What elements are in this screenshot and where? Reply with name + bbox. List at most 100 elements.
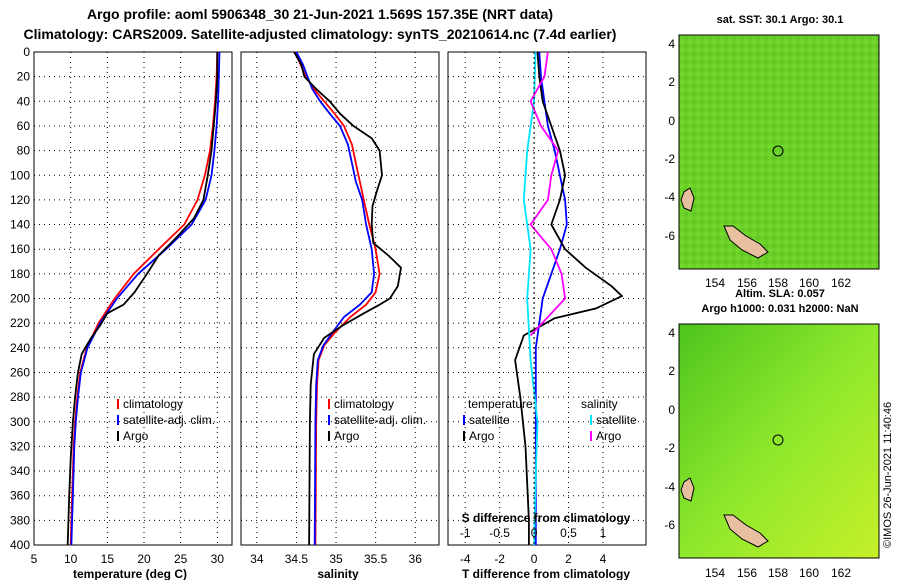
map-x-tick-label: 158 — [768, 566, 788, 580]
sst-map-title: sat. SST: 30.1 Argo: 30.1 — [716, 14, 844, 26]
sla-map-field — [678, 323, 880, 559]
legend-label-argo: Argo — [123, 429, 149, 443]
y-tick-label: 400 — [10, 538, 30, 552]
map-y-tick-label: 0 — [668, 403, 675, 417]
map-x-tick-label: 158 — [768, 276, 788, 290]
series-line-salinity-satellite — [522, 51, 539, 546]
series-line-argo — [293, 51, 402, 546]
y-tick-label: 80 — [17, 144, 31, 158]
map-y-tick-label: -6 — [664, 518, 675, 532]
y-tick-label: 40 — [17, 94, 31, 108]
x-tick-label: 0 — [531, 552, 538, 566]
sst-map — [678, 34, 880, 270]
y-tick-label: 100 — [10, 168, 30, 182]
sla-map-subtitle: Argo h1000: 0.031 h2000: NaN — [701, 303, 859, 315]
series-line-satellite-adj-clim- — [70, 51, 221, 546]
x-tick-label: 25 — [174, 552, 188, 566]
sst-map-field — [678, 34, 880, 270]
temperature-chart: 5 10 15 20 25 3002040608010012014016018020022… — [10, 45, 232, 566]
argo-location-marker — [772, 145, 784, 157]
salinity-legend: climatology satellite-adj. clim. Argo — [328, 397, 426, 443]
legend-label-temp-argo: Argo — [469, 429, 495, 443]
map-y-tick-label: 2 — [668, 75, 675, 89]
temperature-legend: climatology satellite-adj. clim. Argo — [117, 397, 215, 443]
x-tick-label: 35 — [329, 552, 343, 566]
difference-x2label: S difference from climatology — [462, 511, 631, 525]
y-tick-label: 180 — [10, 267, 30, 281]
map-x-tick-label: 154 — [705, 276, 725, 290]
y-tick-label: 300 — [10, 415, 30, 429]
legend-label-satellite: satellite-adj. clim. — [123, 413, 215, 427]
difference-chart: -4 -2 0 2 4 -1 -0.5 0 0.5 1 — [448, 51, 646, 566]
map-y-tick-label: -6 — [664, 229, 675, 243]
legend-label-argo: Argo — [334, 429, 360, 443]
map-x-tick-label: 156 — [737, 276, 757, 290]
x-tick-label: 4 — [600, 552, 607, 566]
x2-tick-label: 0 — [531, 526, 538, 540]
map-y-tick-label: 2 — [668, 364, 675, 378]
y-tick-label: 340 — [10, 464, 30, 478]
x-tick-label: 36 — [409, 552, 423, 566]
x-tick-label: 35.5 — [364, 552, 388, 566]
legend-label-temp-satellite: satellite — [469, 413, 510, 427]
legend-label-sal-satellite: satellite — [596, 413, 637, 427]
y-tick-label: 200 — [10, 292, 30, 306]
map-y-tick-label: -2 — [664, 441, 675, 455]
map-x-tick-label: 160 — [799, 276, 819, 290]
y-tick-label: 0 — [23, 45, 30, 59]
map-y-tick-label: 4 — [668, 37, 675, 51]
legend-label-satellite: satellite-adj. clim. — [334, 413, 426, 427]
series-line-temperature-argo — [514, 51, 624, 545]
series-line-salinity-argo — [529, 51, 567, 337]
legend-label-sal-argo: Argo — [596, 429, 622, 443]
legend-title-temperature: temperature — [468, 397, 533, 411]
y-tick-label: 60 — [17, 119, 31, 133]
y-tick-label: 240 — [10, 341, 30, 355]
x-tick-label: 34 — [250, 552, 264, 566]
y-tick-label: 140 — [10, 218, 30, 232]
y-tick-label: 320 — [10, 439, 30, 453]
temperature-xlabel: temperature (deg C) — [73, 567, 187, 580]
y-tick-label: 380 — [10, 513, 30, 527]
map-y-tick-label: -2 — [664, 152, 675, 166]
series-line-argo — [66, 52, 219, 546]
land-patch — [723, 514, 769, 548]
x-tick-label: 10 — [64, 552, 78, 566]
map-y-tick-label: 4 — [668, 326, 675, 340]
legend-label-climatology: climatology — [334, 397, 394, 411]
x-tick-label: 34.5 — [285, 552, 309, 566]
salinity-chart: 34 34.5 35 35.5 36 — [241, 51, 439, 566]
difference-legend: temperature salinity satellite Argo sate… — [463, 397, 637, 443]
sla-map — [678, 323, 880, 559]
figure-title-line1: Argo profile: aoml 5906348_30 21-Jun-202… — [86, 6, 554, 22]
land-patch — [723, 225, 769, 259]
map-x-tick-label: 156 — [737, 566, 757, 580]
series-line-satellite-adj-clim- — [295, 51, 376, 546]
x-tick-label: 2 — [565, 552, 572, 566]
x2-tick-label: -0.5 — [489, 526, 510, 540]
y-tick-label: 220 — [10, 316, 30, 330]
imos-timestamp: ©IMOS 26-Jun-2021 11:40:46 — [882, 401, 894, 548]
difference-xlabel: T difference from climatology — [462, 567, 630, 580]
x-tick-label: -2 — [494, 552, 505, 566]
temperature-axes — [33, 51, 233, 546]
salinity-xlabel: salinity — [317, 567, 359, 580]
x-tick-label: -4 — [460, 552, 471, 566]
map-x-tick-label: 160 — [799, 566, 819, 580]
x-tick-label: 20 — [137, 552, 151, 566]
map-ticks: 154 156 158 160 162 4 2 0 -2 -4 -6 154 156 158 160 162 4… — [664, 37, 851, 580]
figure-title-line2: Climatology: CARS2009. Satellite-adjuste… — [23, 26, 617, 42]
y-tick-label: 260 — [10, 365, 30, 379]
argo-location-marker — [772, 434, 784, 446]
y-tick-label: 360 — [10, 489, 30, 503]
map-y-tick-label: 0 — [668, 114, 675, 128]
x2-tick-label: 1 — [600, 526, 607, 540]
y-tick-label: 20 — [17, 70, 31, 84]
x-tick-label: 30 — [211, 552, 225, 566]
legend-title-salinity: salinity — [581, 397, 618, 411]
map-y-tick-label: -4 — [664, 480, 675, 494]
land-patch — [680, 477, 695, 502]
land-patch — [680, 187, 695, 212]
x-tick-label: 5 — [31, 552, 38, 566]
